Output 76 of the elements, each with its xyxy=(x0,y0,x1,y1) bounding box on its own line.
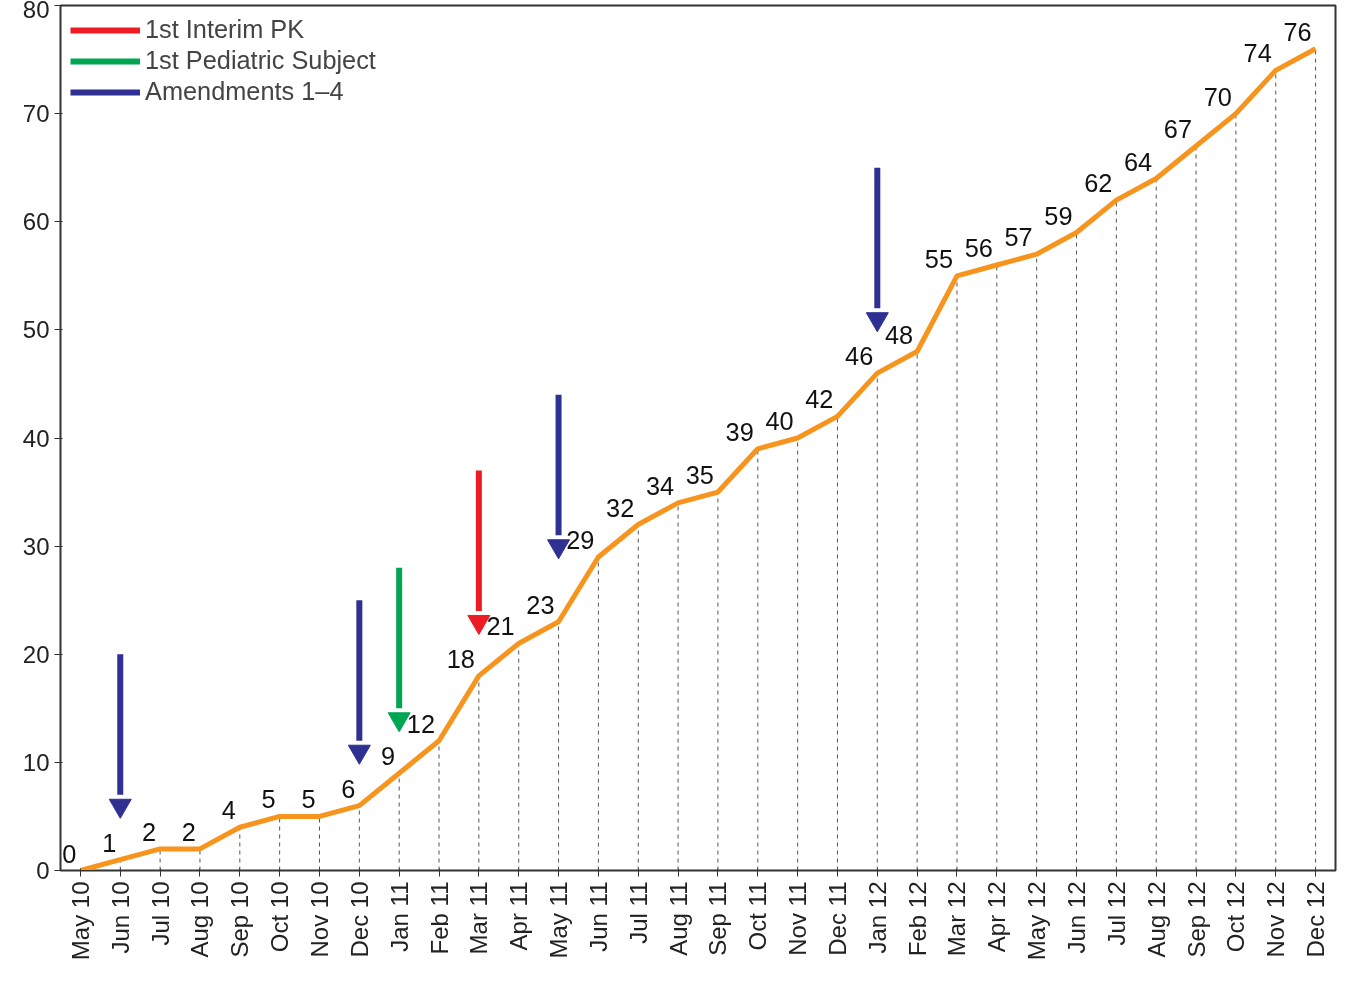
data-label: 62 xyxy=(1084,169,1113,198)
data-label: 40 xyxy=(765,407,794,435)
data-label: 5 xyxy=(301,785,316,814)
data-label: 34 xyxy=(645,471,675,500)
x-tick-label: Nov 10 xyxy=(305,881,333,958)
x-tick-label: Oct 11 xyxy=(744,881,772,951)
x-tick-label: Dec 11 xyxy=(823,881,851,956)
data-label: 29 xyxy=(566,525,595,554)
data-label: 0 xyxy=(62,839,77,868)
y-tick-label: 80 xyxy=(22,0,50,23)
data-label: 18 xyxy=(446,644,475,673)
data-label: 48 xyxy=(884,320,914,349)
x-tick-label: Aug 10 xyxy=(186,881,214,958)
x-tick-label: Jul 12 xyxy=(1102,881,1130,946)
data-label: 4 xyxy=(221,796,236,825)
data-label: 1 xyxy=(102,828,117,857)
x-tick-label: May 11 xyxy=(545,881,573,959)
x-tick-label: May 10 xyxy=(66,881,94,961)
data-label: 55 xyxy=(924,244,953,273)
data-label: 57 xyxy=(1004,223,1033,252)
legend-label: Amendments 1–4 xyxy=(145,77,344,106)
data-label: 2 xyxy=(142,817,157,846)
x-tick-label: Apr 11 xyxy=(505,881,533,951)
data-label: 21 xyxy=(486,612,515,641)
x-tick-label: Jul 10 xyxy=(146,881,174,946)
data-label: 5 xyxy=(261,785,276,814)
x-tick-label: Jun 10 xyxy=(106,881,134,954)
data-label: 32 xyxy=(606,493,635,522)
x-tick-label: Mar 12 xyxy=(943,881,971,957)
data-label: 2 xyxy=(181,817,196,846)
data-label: 35 xyxy=(685,461,714,490)
x-tick-label: Sep 10 xyxy=(226,881,254,958)
x-tick-label: Oct 12 xyxy=(1222,881,1250,953)
x-tick-label: Jan 11 xyxy=(385,881,413,952)
data-label: 42 xyxy=(805,385,834,414)
x-tick-label: Sep 11 xyxy=(704,881,732,956)
x-tick-label: Dec 10 xyxy=(345,881,373,958)
x-tick-label: Aug 12 xyxy=(1142,881,1170,958)
x-tick-label: May 12 xyxy=(1023,881,1051,961)
legend-label: 1st Pediatric Subject xyxy=(145,46,376,75)
x-tick-label: Sep 12 xyxy=(1182,881,1210,958)
x-tick-label: Aug 11 xyxy=(664,881,692,956)
x-tick-label: Oct 10 xyxy=(266,881,294,953)
x-tick-label: Feb 11 xyxy=(425,881,453,955)
data-label: 23 xyxy=(526,590,555,619)
y-tick-label: 50 xyxy=(22,316,50,344)
y-tick-label: 40 xyxy=(22,424,50,452)
data-label: 12 xyxy=(406,709,436,738)
y-tick-label: 10 xyxy=(22,748,50,776)
data-label: 70 xyxy=(1203,82,1232,111)
x-tick-label: Mar 11 xyxy=(465,881,493,955)
x-tick-label: Jun 12 xyxy=(1063,881,1091,954)
y-tick-label: 30 xyxy=(22,532,50,560)
x-tick-label: Jan 12 xyxy=(863,881,891,954)
data-label: 74 xyxy=(1243,39,1272,68)
data-label: 56 xyxy=(964,234,993,262)
x-tick-label: Dec 12 xyxy=(1302,881,1330,958)
y-tick-label: 70 xyxy=(22,100,50,128)
data-label: 76 xyxy=(1283,17,1312,46)
y-tick-label: 0 xyxy=(36,857,50,884)
data-label: 6 xyxy=(341,774,356,803)
y-tick-label: 20 xyxy=(22,640,50,668)
x-tick-label: Nov 12 xyxy=(1262,881,1290,958)
y-tick-label: 60 xyxy=(22,208,50,236)
data-label: 64 xyxy=(1124,147,1153,176)
x-tick-label: Jun 11 xyxy=(584,881,612,952)
data-label: 9 xyxy=(381,742,396,771)
data-label: 59 xyxy=(1044,201,1073,230)
x-tick-label: Apr 12 xyxy=(983,881,1011,953)
x-tick-label: Feb 12 xyxy=(903,881,931,957)
x-tick-label: Jul 11 xyxy=(624,881,652,944)
data-label: 67 xyxy=(1163,115,1193,144)
data-label: 39 xyxy=(725,417,754,446)
legend-label: 1st Interim PK xyxy=(145,15,305,44)
data-label: 46 xyxy=(845,342,874,371)
x-tick-label: Nov 11 xyxy=(784,881,812,956)
